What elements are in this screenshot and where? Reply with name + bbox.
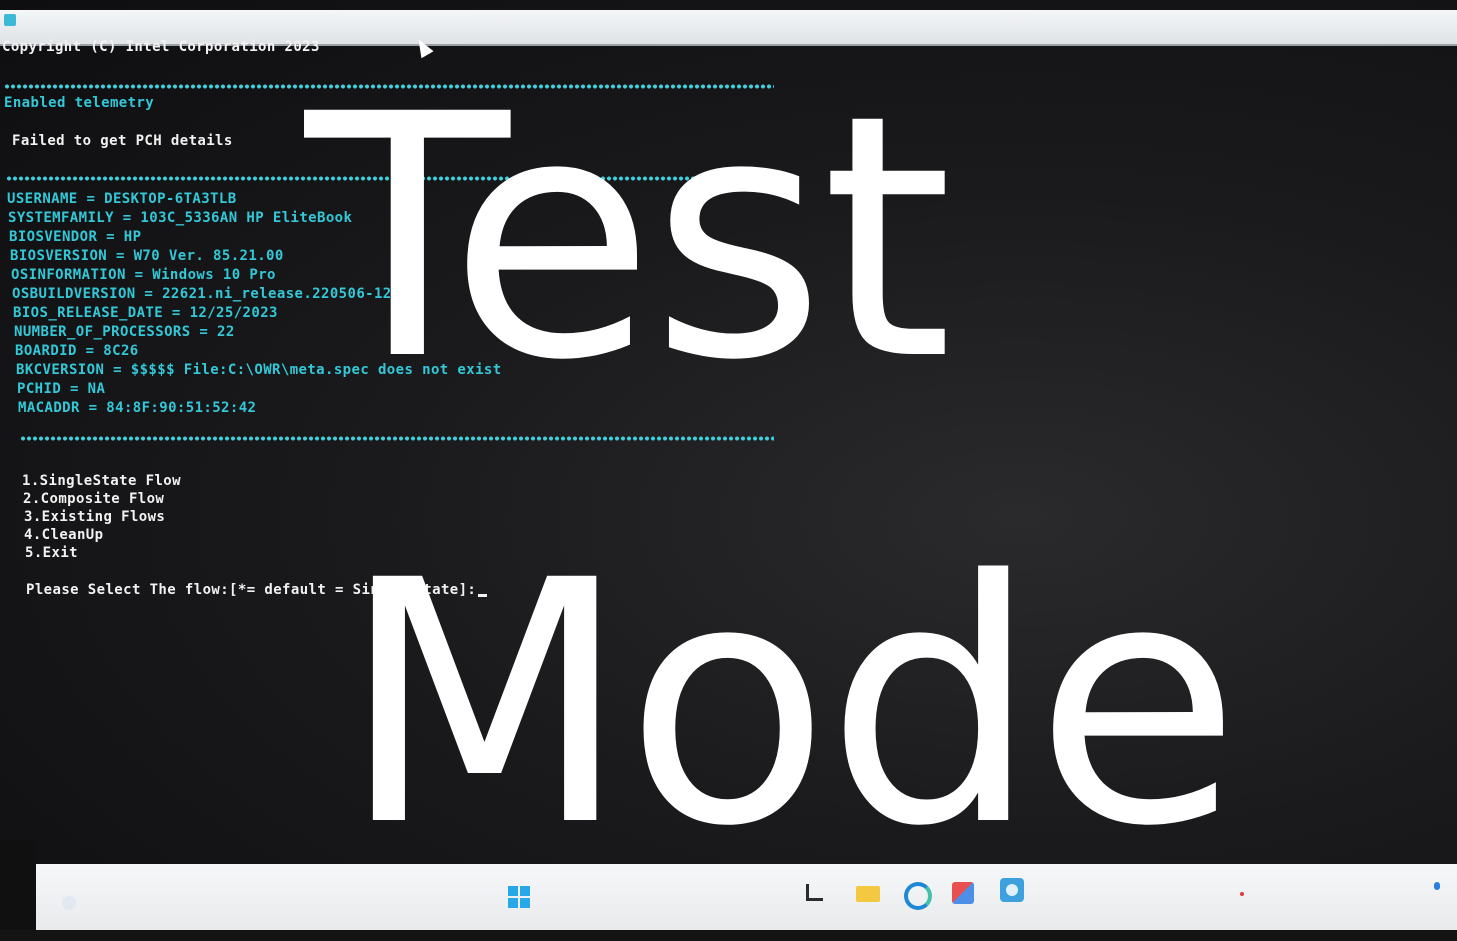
file-explorer-icon[interactable] — [856, 886, 880, 902]
info-bios-vendor: BIOSVENDOR = HP — [9, 229, 142, 245]
info-mac-address: MACADDR = 84:8F:90:51:52:42 — [18, 400, 257, 416]
info-bkc-version: BKCVERSION = $$$$$ File:C:\OWR\meta.spec… — [16, 362, 502, 378]
info-board-id: BOARDID = 8C26 — [15, 343, 139, 359]
info-bios-version: BIOSVERSION = W70 Ver. 85.21.00 — [10, 248, 284, 264]
pch-error-message: Failed to get PCH details — [12, 133, 233, 149]
info-pch-id: PCHID = NA — [17, 381, 106, 397]
prompt-text: Please Select The flow:[*= default = Sin… — [26, 582, 477, 598]
store-icon[interactable] — [952, 882, 974, 904]
separator-top — [4, 84, 774, 89]
start-icon[interactable] — [508, 886, 530, 908]
info-number-of-processors: NUMBER_OF_PROCESSORS = 22 — [14, 324, 235, 340]
tray-status-icon[interactable] — [1434, 882, 1440, 890]
test-mode-watermark-line1: Test — [305, 44, 953, 434]
telemetry-status: Enabled telemetry — [4, 95, 155, 111]
menu-option-composite: 2.Composite Flow — [23, 491, 165, 507]
info-os-build-version: OSBUILDVERSION = 22621.ni_release.220506… — [12, 286, 410, 302]
taskbar[interactable] — [36, 864, 1457, 930]
test-mode-watermark-line2: Mode — [340, 510, 1241, 900]
edge-icon[interactable] — [904, 882, 932, 910]
console-output[interactable]: Copyright (C) Intel Corporation 2023 Ena… — [0, 36, 1457, 866]
text-caret — [478, 594, 488, 597]
separator-bottom — [20, 436, 774, 441]
widgets-icon[interactable] — [62, 896, 76, 910]
monitor-bezel-bottom — [0, 930, 1457, 941]
menu-option-existing: 3.Existing Flows — [24, 509, 166, 525]
menu-option-cleanup: 4.CleanUp — [24, 527, 104, 543]
info-bios-release-date: BIOS_RELEASE_DATE = 12/25/2023 — [13, 305, 278, 321]
tray-notification-icon[interactable] — [1240, 892, 1244, 896]
menu-option-single-state: 1.SingleState Flow — [22, 473, 181, 489]
task-view-icon[interactable] — [806, 884, 823, 901]
monitor-bezel-left — [0, 840, 36, 941]
console-window-icon — [4, 14, 16, 26]
info-username: USERNAME = DESKTOP-6TA3TLB — [7, 191, 237, 207]
copyright-line: Copyright (C) Intel Corporation 2023 — [2, 39, 320, 55]
info-system-family: SYSTEMFAMILY = 103C_5336AN HP EliteBook — [8, 210, 353, 226]
console-title-bar[interactable] — [0, 10, 1457, 46]
separator-middle — [6, 176, 776, 181]
app-icon[interactable] — [1000, 878, 1024, 902]
info-os-information: OSINFORMATION = Windows 10 Pro — [11, 267, 276, 283]
flow-selection-prompt[interactable]: Please Select The flow:[*= default = Sin… — [26, 581, 488, 600]
menu-option-exit: 5.Exit — [25, 545, 78, 561]
